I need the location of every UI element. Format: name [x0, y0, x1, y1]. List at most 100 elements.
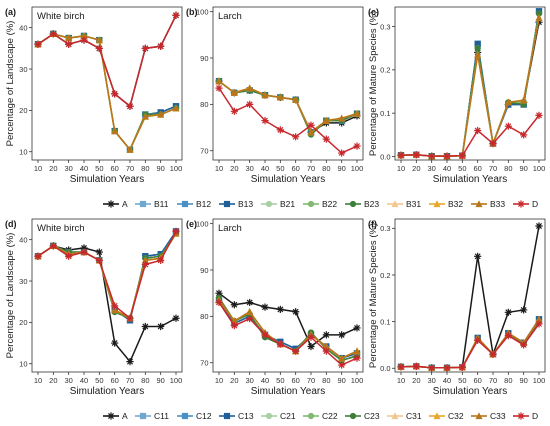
x-tick-label: 60 — [110, 164, 118, 173]
legend-label: C13 — [238, 411, 254, 421]
data-point — [535, 315, 543, 323]
plot-frame — [394, 218, 546, 373]
y-tick-label: 0.1 — [380, 109, 390, 118]
y-tick-label: 0.3 — [380, 224, 390, 233]
data-point — [95, 44, 103, 52]
data-point — [215, 77, 223, 85]
x-tick-label: 60 — [473, 164, 481, 173]
data-point — [111, 127, 119, 135]
legend-marker — [517, 200, 525, 208]
legend-1: A B11 B12 B13 B21 B22 B23 B31 B32 B33 D — [103, 199, 538, 209]
x-tick-label: 100 — [351, 164, 364, 173]
data-point — [172, 227, 180, 236]
legend-label: D — [532, 199, 538, 209]
legend-label: C21 — [280, 411, 296, 421]
plot-frame — [212, 218, 364, 373]
series-D — [397, 111, 543, 160]
legend-label: C33 — [490, 411, 506, 421]
data-point — [397, 151, 405, 159]
data-point — [157, 322, 165, 331]
x-tick-label: 50 — [276, 376, 284, 385]
legend-marker — [265, 200, 273, 208]
x-tick-label: 100 — [351, 376, 364, 385]
data-point — [474, 336, 482, 344]
x-tick-label: 20 — [49, 164, 57, 173]
legend-label: C31 — [406, 411, 422, 421]
y-tick-label: 100 — [196, 219, 209, 228]
x-tick-label: 90 — [156, 164, 164, 173]
data-point — [474, 252, 482, 260]
legend-label: B23 — [364, 199, 379, 209]
x-tick-label: 10 — [34, 164, 42, 173]
y-tick-label: 20 — [19, 106, 27, 115]
data-point — [80, 248, 88, 256]
data-point — [172, 104, 180, 112]
panel-label: (b) — [186, 7, 198, 17]
data-point — [504, 98, 512, 106]
plot-frame — [394, 6, 546, 161]
legend-marker — [475, 412, 483, 420]
panel-f: 0.0 0.1 0.2 0.3 10 20 30 40 50 60 70 80 90 100 Simulat… — [368, 218, 546, 397]
legend-marker — [107, 412, 115, 420]
x-tick-label: 70 — [126, 376, 134, 385]
series-line — [37, 231, 177, 320]
data-point — [141, 112, 149, 120]
x-axis-label: Simulation Years — [70, 174, 145, 185]
series-D — [34, 11, 180, 110]
data-point — [520, 341, 528, 349]
data-point — [246, 298, 254, 307]
legend-marker — [391, 412, 399, 420]
data-point — [95, 36, 103, 44]
x-axis-label: Simulation Years — [251, 386, 326, 397]
x-tick-label: 60 — [473, 376, 481, 385]
data-point — [230, 107, 238, 115]
x-tick-label: 30 — [245, 376, 253, 385]
legend-marker — [223, 200, 231, 208]
data-point — [276, 93, 284, 101]
data-point — [474, 50, 482, 58]
series-line — [218, 292, 358, 348]
data-point — [443, 152, 451, 160]
y-tick-label: 90 — [200, 266, 208, 275]
panel-label: (c) — [368, 7, 379, 17]
x-tick-label: 100 — [533, 376, 546, 385]
y-tick-label: 70 — [200, 147, 208, 156]
x-tick-label: 80 — [141, 164, 149, 173]
data-point — [261, 303, 269, 311]
data-point — [322, 331, 330, 339]
data-point — [535, 10, 543, 17]
panel-label: (d) — [5, 219, 17, 229]
data-point — [65, 40, 73, 48]
legend-2: A C11 C12 C13 C21 C22 C23 C31 C32 C33 D — [103, 411, 538, 421]
data-point — [322, 342, 330, 350]
legend-marker — [391, 200, 399, 208]
series-D — [215, 84, 361, 157]
y-tick-label: 80 — [200, 312, 208, 321]
panel-c: 0.0 0.1 0.2 0.3 10 20 30 40 50 60 70 80 90 100 Simulat… — [368, 6, 546, 185]
data-point — [338, 354, 346, 362]
panel-label: (e) — [186, 219, 197, 229]
data-point — [474, 40, 481, 47]
series-line — [37, 245, 177, 364]
data-point — [215, 289, 223, 297]
data-point — [322, 347, 330, 355]
panel-label: (a) — [5, 7, 16, 17]
panel-title: White birch — [37, 223, 85, 234]
series-line — [218, 87, 358, 154]
data-point — [322, 135, 330, 143]
plot-frame — [212, 6, 364, 161]
panel-d: 10 20 30 40 10 20 30 40 50 60 70 80 90 100 Simulation … — [5, 218, 183, 397]
y-tick-label: 10 — [19, 148, 27, 157]
data-point — [230, 89, 238, 96]
data-point — [34, 252, 42, 260]
x-axis-label: Simulation Years — [251, 174, 326, 185]
series-B33 — [215, 77, 361, 136]
x-tick-label: 40 — [80, 164, 88, 173]
data-point — [338, 149, 346, 157]
data-point — [504, 122, 512, 130]
data-point — [49, 242, 57, 250]
data-point — [276, 305, 284, 314]
legend-label: A — [122, 199, 128, 209]
legend-label: B33 — [490, 199, 505, 209]
